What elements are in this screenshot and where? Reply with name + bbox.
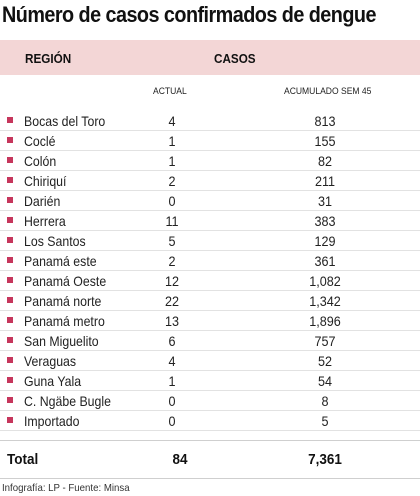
region-name: Bocas del Toro (24, 113, 106, 129)
bullet-icon (7, 137, 13, 143)
bullet-icon (7, 397, 13, 403)
footer-divider (0, 478, 420, 479)
actual-cases: 6 (168, 333, 176, 349)
accumulated-cases: 1,082 (309, 273, 341, 289)
bullet-icon (7, 177, 13, 183)
table-header-band (0, 40, 420, 75)
actual-cases: 11 (165, 213, 179, 229)
region-name: Colón (24, 153, 57, 169)
actual-cases: 13 (164, 313, 180, 329)
table-row: San Miguelito 6 757 (0, 331, 420, 351)
accumulated-cases: 52 (317, 353, 333, 369)
bullet-icon (7, 157, 13, 163)
actual-cases: 0 (168, 413, 176, 429)
actual-cases: 0 (168, 393, 176, 409)
actual-cases: 12 (164, 273, 180, 289)
table-row: Panamá Oeste 12 1,082 (0, 271, 420, 291)
bullet-icon (7, 277, 13, 283)
region-name: Importado (24, 413, 80, 429)
table-row: Panamá este 2 361 (0, 251, 420, 271)
accumulated-cases: 1,896 (309, 313, 341, 329)
bullet-icon (7, 297, 13, 303)
table-row: Importado 0 5 (0, 411, 420, 431)
table-row: C. Ngäbe Bugle 0 8 (0, 391, 420, 411)
column-header-region: REGIÓN (25, 51, 72, 66)
actual-cases: 5 (168, 233, 176, 249)
actual-cases: 2 (168, 173, 176, 189)
accumulated-cases: 211 (314, 173, 336, 189)
bullet-icon (7, 117, 13, 123)
actual-cases: 22 (164, 293, 180, 309)
accumulated-cases: 757 (314, 333, 336, 349)
accumulated-cases: 361 (314, 253, 336, 269)
subheader-accumulated: ACUMULADO SEM 45 (284, 86, 372, 97)
total-label: Total (7, 451, 39, 468)
table-row: Veraguas 4 52 (0, 351, 420, 371)
bullet-icon (7, 217, 13, 223)
accumulated-cases: 82 (317, 153, 333, 169)
actual-cases: 4 (168, 113, 176, 129)
bullet-icon (7, 257, 13, 263)
region-name: Panamá metro (24, 313, 105, 329)
region-name: Darién (24, 193, 61, 209)
region-name: San Miguelito (24, 333, 99, 349)
bullet-icon (7, 377, 13, 383)
table-row: Guna Yala 1 54 (0, 371, 420, 391)
total-divider (0, 440, 420, 441)
actual-cases: 1 (168, 373, 176, 389)
actual-cases: 1 (168, 133, 176, 149)
region-name: Panamá Oeste (24, 273, 107, 289)
chart-title: Número de casos confirmados de dengue (2, 2, 376, 27)
actual-cases: 0 (168, 193, 176, 209)
table-row: Coclé 1 155 (0, 131, 420, 151)
actual-cases: 4 (168, 353, 176, 369)
bullet-icon (7, 417, 13, 423)
table-row: Chiriquí 2 211 (0, 171, 420, 191)
accumulated-cases: 54 (317, 373, 333, 389)
bullet-icon (7, 317, 13, 323)
table-row: Colón 1 82 (0, 151, 420, 171)
table-body: Bocas del Toro 4 813 Coclé 1 155 Colón 1 82 Chiri… (0, 111, 420, 431)
region-name: Panamá norte (24, 293, 102, 309)
table-row: Panamá norte 22 1,342 (0, 291, 420, 311)
region-name: Chiriquí (24, 173, 67, 189)
total-accumulated: 7,361 (308, 451, 342, 468)
region-name: Guna Yala (24, 373, 82, 389)
region-name: Los Santos (24, 233, 86, 249)
accumulated-cases: 129 (314, 233, 336, 249)
bullet-icon (7, 237, 13, 243)
accumulated-cases: 155 (314, 133, 336, 149)
bullet-icon (7, 197, 13, 203)
accumulated-cases: 31 (317, 193, 333, 209)
table-row: Panamá metro 13 1,896 (0, 311, 420, 331)
table-row: Los Santos 5 129 (0, 231, 420, 251)
region-name: Herrera (24, 213, 66, 229)
table-row: Darién 0 31 (0, 191, 420, 211)
table-row: Bocas del Toro 4 813 (0, 111, 420, 131)
table-row: Herrera 11 383 (0, 211, 420, 231)
actual-cases: 2 (168, 253, 176, 269)
actual-cases: 1 (168, 153, 176, 169)
region-name: Panamá este (24, 253, 97, 269)
bullet-icon (7, 357, 13, 363)
total-actual: 84 (172, 451, 188, 468)
source-credit: Infografía: LP - Fuente: Minsa (2, 482, 130, 494)
bullet-icon (7, 337, 13, 343)
subheader-actual: ACTUAL (153, 86, 187, 97)
accumulated-cases: 5 (321, 413, 329, 429)
region-name: Veraguas (24, 353, 77, 369)
accumulated-cases: 8 (321, 393, 329, 409)
accumulated-cases: 813 (314, 113, 336, 129)
region-name: Coclé (24, 133, 56, 149)
column-header-cases: CASOS (214, 51, 256, 66)
region-name: C. Ngäbe Bugle (24, 393, 111, 409)
accumulated-cases: 383 (314, 213, 336, 229)
accumulated-cases: 1,342 (309, 293, 341, 309)
